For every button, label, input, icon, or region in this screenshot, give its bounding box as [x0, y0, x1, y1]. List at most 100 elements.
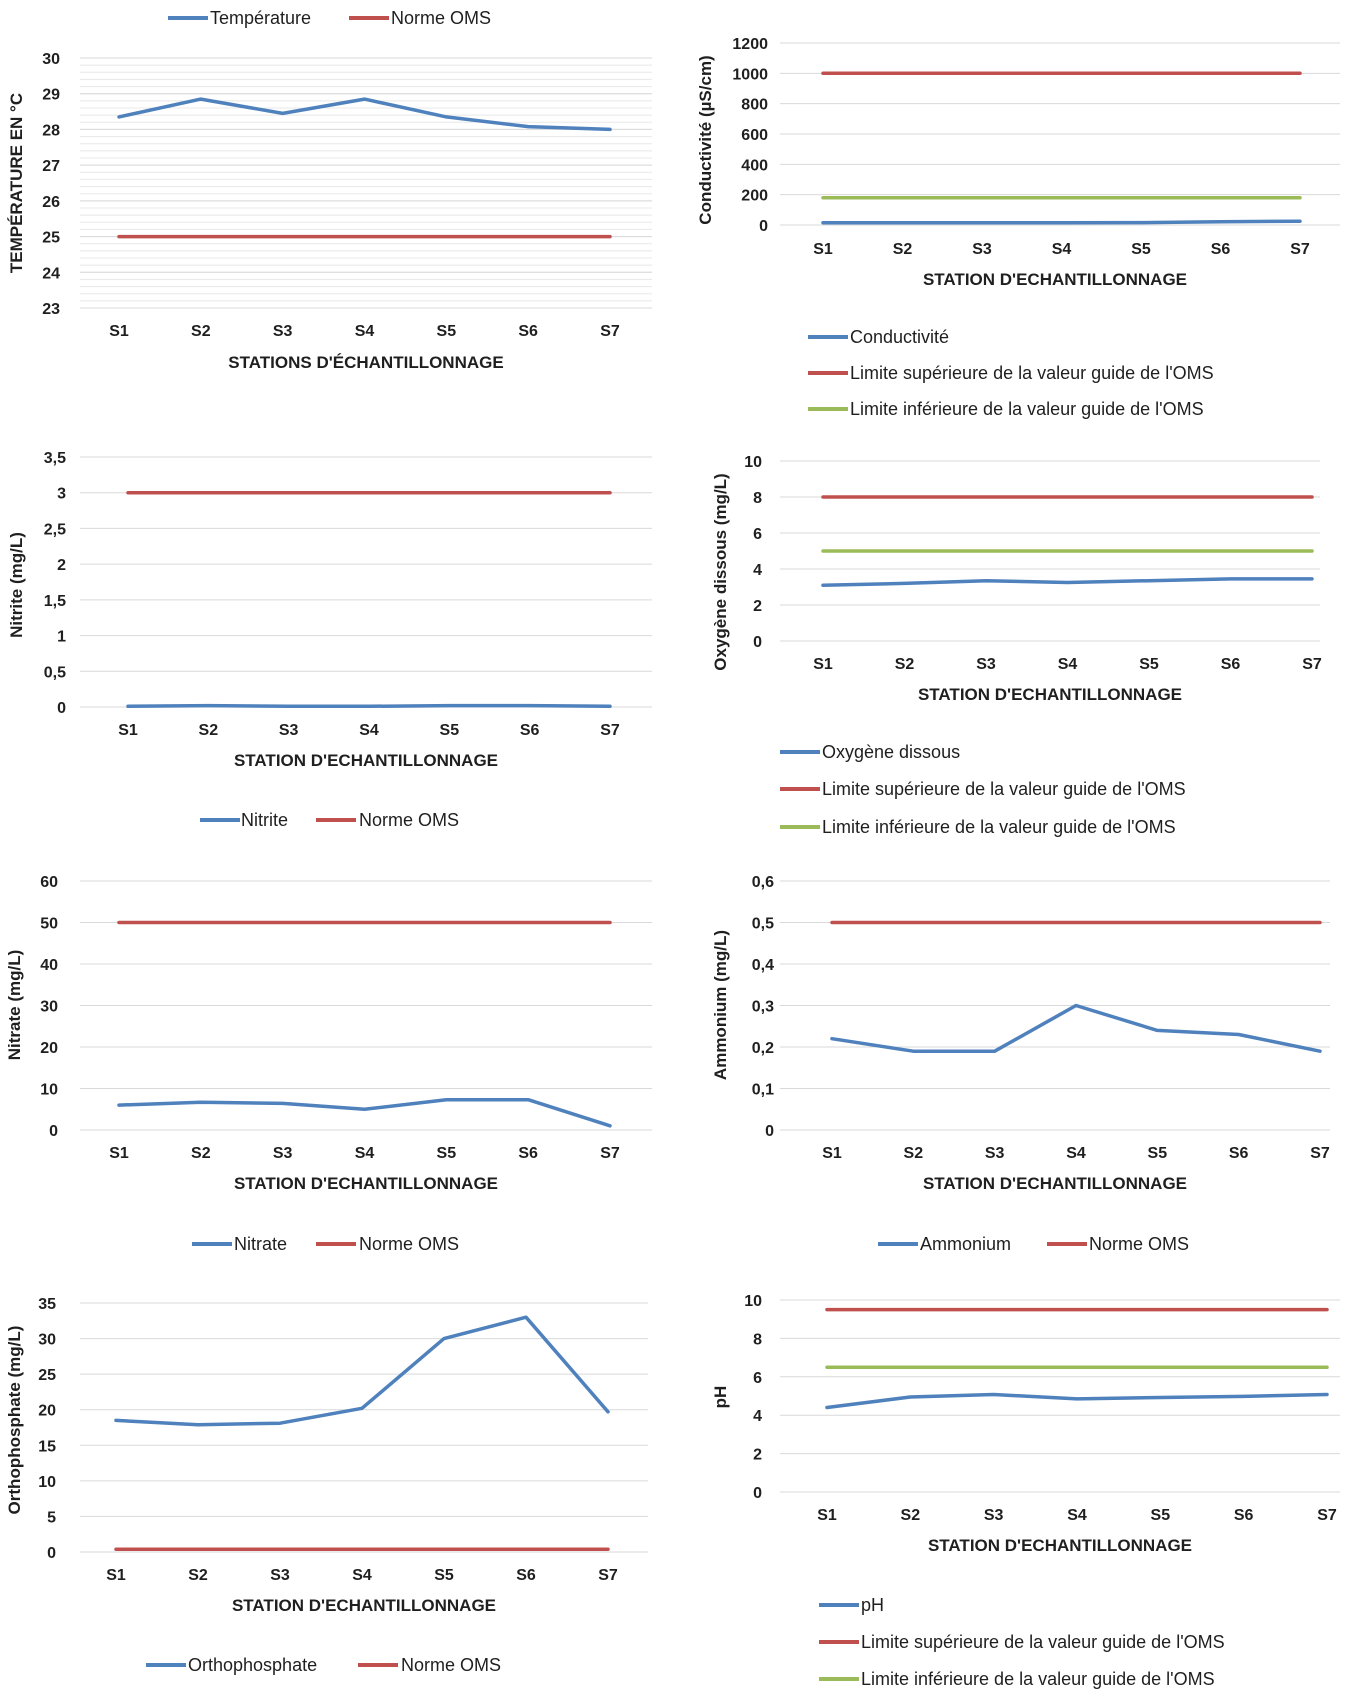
y-tick-label: 0 [49, 1123, 58, 1140]
x-axis-title: STATION D'ECHANTILLONNAGE [923, 1174, 1187, 1193]
y-tick-label: 15 [38, 1438, 56, 1455]
x-tick-label: S7 [1302, 656, 1322, 673]
y-axis-title: Nitrite (mg/L) [7, 532, 26, 638]
legend: Conductivité Limite supérieure de la vale… [808, 327, 1214, 419]
x-tick-label: S3 [273, 323, 293, 340]
x-tick-label: S2 [893, 241, 913, 258]
legend: Orthophosphate Norme OMS [146, 1655, 501, 1675]
y-tick-label: 6 [753, 526, 762, 543]
x-tick-label: S3 [976, 656, 996, 673]
x-tick-label: S1 [106, 1567, 126, 1584]
chart-oxygen: 0 2 4 6 8 10 S1 S2 S3 S4 S5 S6 S7 STATION D'ECHANTILL… [711, 454, 1322, 837]
x-tick-label: S7 [600, 1145, 620, 1162]
legend-label: Limite inférieure de la valeur guide de … [861, 1669, 1215, 1689]
y-tick-label: 25 [42, 230, 60, 247]
x-tick-label: S6 [1221, 656, 1241, 673]
y-tick-label: 0 [765, 1123, 774, 1140]
x-tick-label: S2 [188, 1567, 208, 1584]
x-tick-label: S4 [1058, 656, 1078, 673]
x-tick-label: S2 [895, 656, 915, 673]
x-tick-label: S7 [600, 722, 620, 739]
y-tick-label: 8 [753, 1331, 762, 1348]
x-tick-label: S1 [118, 722, 138, 739]
y-tick-label: 30 [38, 1332, 56, 1349]
y-tick-label: 0 [753, 1485, 762, 1502]
y-tick-label: 0,3 [752, 999, 774, 1016]
y-tick-label: 2 [753, 1447, 762, 1464]
series-line-measured [117, 1097, 612, 1128]
x-tick-label: S3 [273, 1145, 293, 1162]
y-tick-label: 0 [47, 1545, 56, 1562]
y-tick-label: 0,2 [752, 1040, 774, 1057]
series-line-measured [821, 577, 1314, 587]
legend-label: Nitrite [241, 810, 288, 830]
x-tick-label: S1 [813, 241, 833, 258]
x-tick-label: S2 [199, 722, 219, 739]
y-tick-label: 29 [42, 87, 60, 104]
x-tick-label: S4 [355, 323, 375, 340]
series-line-measured [126, 703, 612, 709]
y-axis-title: Oxygène dissous (mg/L) [711, 473, 730, 670]
legend: Oxygène dissous Limite supérieure de la v… [780, 742, 1186, 837]
y-tick-label: 2,5 [44, 521, 66, 538]
y-axis-title: TEMPÉRATURE EN °C [7, 93, 26, 273]
x-tick-label: S6 [1234, 1507, 1254, 1524]
x-tick-label: S4 [355, 1145, 375, 1162]
x-tick-label: S2 [904, 1145, 924, 1162]
legend-label: Limite inférieure de la valeur guide de … [822, 817, 1176, 837]
x-tick-label: S1 [822, 1145, 842, 1162]
legend-label: Limite supérieure de la valeur guide de … [822, 779, 1186, 799]
y-tick-label: 2 [753, 598, 762, 615]
y-tick-label: 10 [38, 1474, 56, 1491]
y-axis-title: Orthophosphate (mg/L) [5, 1326, 24, 1515]
y-tick-label: 1000 [732, 66, 768, 83]
x-tick-label: S5 [1139, 656, 1159, 673]
chart-temperature: 23 24 25 26 27 28 29 30 S1 S2 S3 S4 S5 S6 S7 STATIONS D… [7, 8, 652, 372]
x-tick-label: S6 [516, 1567, 536, 1584]
legend-label: Ammonium [920, 1234, 1011, 1254]
x-tick-label: S5 [1148, 1145, 1168, 1162]
x-tick-label: S1 [109, 1145, 129, 1162]
x-axis-title: STATION D'ECHANTILLONNAGE [923, 270, 1187, 289]
y-axis-title: Conductivité (µS/cm) [696, 55, 715, 224]
y-tick-label: 20 [40, 1040, 58, 1057]
y-tick-label: 35 [38, 1296, 56, 1313]
x-axis-title: STATION D'ECHANTILLONNAGE [234, 1174, 498, 1193]
chart-ammonium: 0 0,1 0,2 0,3 0,4 0,5 0,6 S1 S2 S3 S4 S5 S6 S7 STATION… [711, 874, 1330, 1254]
x-tick-label: S1 [813, 656, 833, 673]
y-tick-label: 4 [753, 1408, 762, 1425]
x-axis-title: STATION D'ECHANTILLONNAGE [928, 1536, 1192, 1555]
x-tick-label: S7 [1290, 241, 1310, 258]
y-tick-label: 28 [42, 122, 60, 139]
y-tick-label: 8 [753, 490, 762, 507]
x-tick-label: S4 [1066, 1145, 1086, 1162]
legend: Ammonium Norme OMS [878, 1234, 1189, 1254]
y-tick-label: 1200 [732, 36, 768, 53]
legend-label: Nitrate [234, 1234, 287, 1254]
legend: Nitrite Norme OMS [200, 810, 459, 830]
x-tick-label: S6 [518, 323, 538, 340]
legend-label: Limite inférieure de la valeur guide de … [850, 399, 1204, 419]
x-tick-label: S5 [1151, 1507, 1171, 1524]
chart-conductivity: 0 200 400 600 800 1000 1200 S1 S2 S3 S4 S5 S6 S7 STATI… [696, 36, 1340, 419]
x-tick-label: S3 [985, 1145, 1005, 1162]
x-axis-title: STATION D'ECHANTILLONNAGE [918, 685, 1182, 704]
legend-label: Norme OMS [359, 1234, 459, 1254]
x-tick-label: S3 [972, 241, 992, 258]
y-tick-label: 50 [40, 916, 58, 933]
series-line-measured [114, 1315, 610, 1427]
x-tick-label: S7 [1317, 1507, 1337, 1524]
legend-label: Orthophosphate [188, 1655, 317, 1675]
y-tick-label: 10 [744, 454, 762, 471]
y-tick-label: 1,5 [44, 593, 66, 610]
x-tick-label: S6 [518, 1145, 538, 1162]
y-axis-title: Ammonium (mg/L) [711, 930, 730, 1080]
y-tick-label: 0 [759, 218, 768, 235]
legend-label: Oxygène dissous [822, 742, 960, 762]
y-tick-label: 0,5 [752, 916, 774, 933]
y-tick-label: 200 [741, 188, 768, 205]
chart-ph: 0 2 4 6 8 10 S1 S2 S3 S4 S5 S6 S7 STATION D'ECHANTILL… [711, 1293, 1340, 1689]
x-tick-label: S7 [1310, 1145, 1330, 1162]
y-tick-label: 23 [42, 301, 60, 318]
x-axis-title: STATIONS D'ÉCHANTILLONNAGE [228, 353, 503, 372]
